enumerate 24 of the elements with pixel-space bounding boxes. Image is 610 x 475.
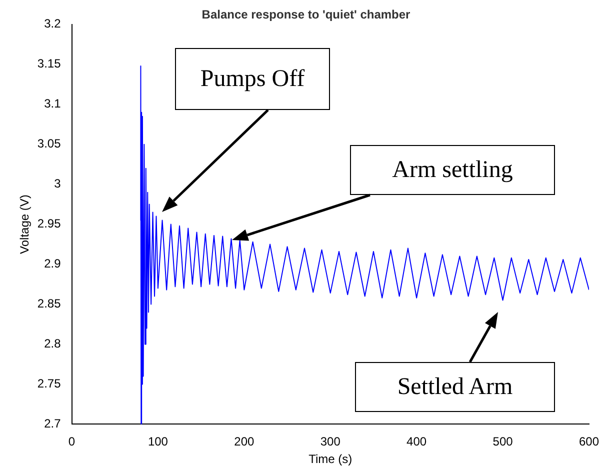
callout-box: Pumps Off — [175, 48, 330, 110]
x-tick-label: 600 — [578, 434, 600, 449]
y-tick-label: 2.9 — [44, 256, 62, 271]
y-tick-label: 3 — [54, 176, 62, 191]
x-axis-title: Time (s) — [308, 452, 352, 466]
x-tick-label: 100 — [148, 434, 168, 449]
x-tick-label: 500 — [492, 434, 514, 449]
y-tick-label: 3.2 — [44, 16, 62, 31]
x-tick-label: 200 — [234, 434, 254, 449]
x-tick-label: 300 — [320, 434, 341, 449]
y-tick-label: 2.85 — [37, 296, 62, 311]
callout-box: Settled Arm — [355, 362, 555, 412]
x-tick-label: 0 — [68, 434, 76, 449]
callout-box: Arm settling — [350, 145, 555, 195]
y-tick-label: 3.15 — [37, 56, 62, 71]
chart-title: Balance response to 'quiet' chamber — [202, 8, 411, 22]
y-tick-label: 2.8 — [44, 336, 62, 351]
y-tick-label: 2.75 — [37, 376, 62, 391]
x-tick-label: 400 — [406, 434, 427, 449]
y-tick-label: 3.1 — [44, 96, 62, 111]
y-tick-label: 2.95 — [37, 216, 62, 231]
y-axis-title: Voltage (V) — [18, 194, 32, 254]
y-tick-label: 3.05 — [37, 136, 62, 151]
y-tick-label: 2.7 — [44, 416, 62, 431]
